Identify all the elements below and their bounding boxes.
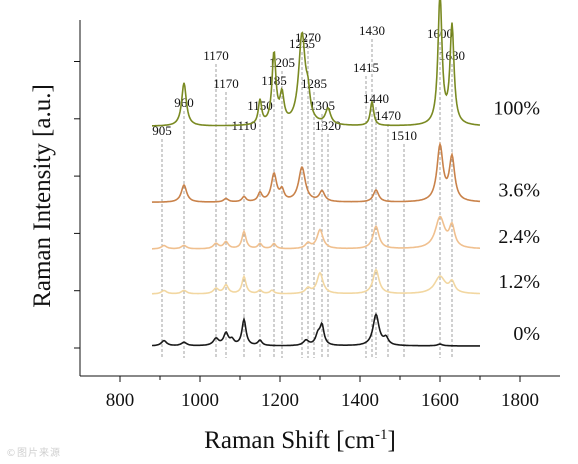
x-tick-label: 1600 <box>421 390 459 411</box>
y-axis-title: Raman Intensity [a.u.] <box>29 84 56 308</box>
peak-marker-label: 960 <box>174 95 194 110</box>
series-label: 3.6% <box>498 179 540 201</box>
x-tick-label: 800 <box>106 390 135 411</box>
spectrum-line <box>151 141 481 203</box>
x-axis-ticks: 800 1000 1200 1400 1600 1800 <box>106 376 539 411</box>
concentration-labels: 0% 1.2% 2.4% 3.6% 100% <box>493 97 540 345</box>
x-tick-label: 1400 <box>341 390 379 411</box>
series-label: 0% <box>513 323 540 345</box>
peak-marker-label: 1440 <box>363 91 389 106</box>
peak-marker-label: 1185 <box>261 73 287 88</box>
spectrum-line <box>152 0 480 127</box>
series-label: 100% <box>493 97 540 119</box>
peak-marker-label: 1600 <box>427 26 453 41</box>
x-tick-label: 1000 <box>181 390 219 411</box>
peak-marker-label: 1470 <box>375 108 401 123</box>
axes <box>79 20 560 377</box>
spectrum-line <box>151 268 480 295</box>
peak-marker-label: 905 <box>152 123 172 138</box>
peak-marker-label: 1320 <box>315 118 341 133</box>
peak-marker-lines <box>161 39 453 358</box>
peak-marker-label: 1170 <box>213 76 239 91</box>
peak-marker-label: 1255 <box>289 36 315 51</box>
spectrum-line <box>152 215 480 250</box>
peak-marker-label: 1150 <box>247 98 273 113</box>
series-label: 2.4% <box>498 226 540 248</box>
peak-marker-labels: 9059601170117011101150118512051255127012… <box>152 23 465 143</box>
peak-marker-label: 1430 <box>359 23 385 38</box>
y-axis-ticks <box>74 61 80 349</box>
spectrum-line <box>152 312 480 347</box>
watermark: ©图片来源 <box>6 448 61 459</box>
peak-marker-label: 1270 <box>295 30 321 45</box>
peak-marker-label: 1510 <box>391 128 417 143</box>
x-tick-label: 1200 <box>261 390 299 411</box>
x-tick-label: 1800 <box>501 390 539 411</box>
x-axis-title: Raman Shift [cm-1] <box>204 427 396 454</box>
peak-marker-label: 1285 <box>301 76 327 91</box>
peak-marker-label: 1170 <box>203 48 229 63</box>
peak-marker-label: 1415 <box>353 60 379 75</box>
peak-marker-label: 1630 <box>439 48 465 63</box>
spectra-series <box>151 0 481 347</box>
series-label: 1.2% <box>498 271 540 293</box>
